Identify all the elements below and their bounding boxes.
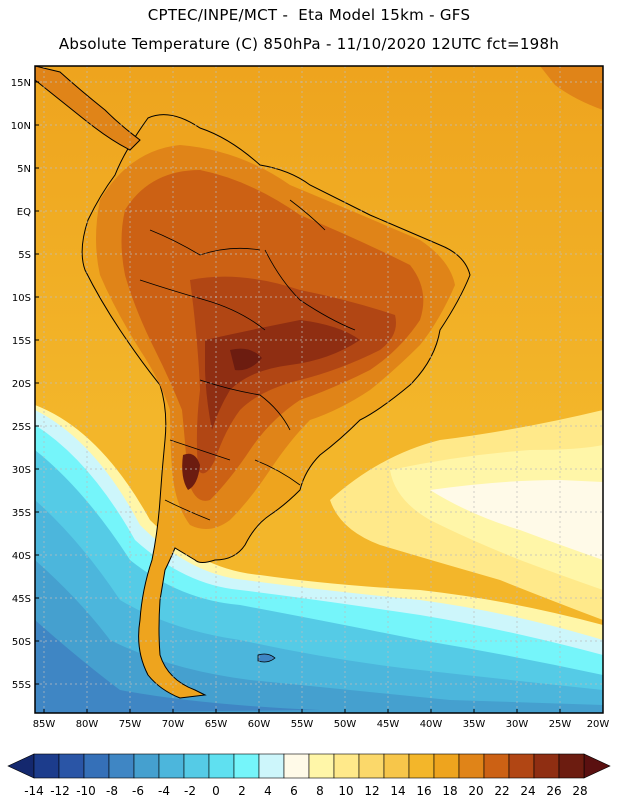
lat-label: 20S: [12, 379, 31, 390]
colorbar-label: 22: [494, 784, 509, 798]
colorbar-label: 8: [316, 784, 324, 798]
longitude-axis: 85W 80W 75W 70W 65W 60W 55W 50W 45W 40W …: [33, 709, 610, 730]
colorbar-label: 10: [338, 784, 353, 798]
lon-label: 25W: [549, 719, 572, 730]
colorbar-label: -12: [50, 784, 70, 798]
lat-label: EQ: [17, 207, 31, 218]
colorbar-label: -8: [106, 784, 118, 798]
colorbar-label: -6: [132, 784, 144, 798]
colorbar-label: 24: [520, 784, 535, 798]
lon-label: 55W: [291, 719, 314, 730]
colorbar-label: 26: [546, 784, 561, 798]
colorbar-swatch: [133, 753, 160, 779]
lat-label: 50S: [12, 637, 31, 648]
lat-label: 5S: [18, 250, 31, 261]
lon-label: 45W: [377, 719, 400, 730]
colorbar-swatch: [508, 753, 535, 779]
map-subtitle: Absolute Temperature (C) 850hPa - 11/10/…: [58, 35, 560, 53]
colorbar-over-arrow: [583, 753, 611, 779]
colorbar-label: 18: [442, 784, 457, 798]
lon-label: 85W: [33, 719, 56, 730]
latitude-axis: 15N 10N 5N EQ 5S 10S 15S 20S 25S 30S 35S…: [11, 78, 39, 691]
colorbar-label: 12: [364, 784, 379, 798]
lat-label: 25S: [12, 422, 31, 433]
colorbar-swatch: [308, 753, 335, 779]
colorbar-under-arrow: [7, 753, 35, 779]
colorbar-swatch: [33, 753, 60, 779]
lon-label: 20W: [587, 719, 610, 730]
colorbar-swatch: [483, 753, 510, 779]
colorbar-swatch: [58, 753, 85, 779]
lon-label: 60W: [248, 719, 271, 730]
temperature-field: [35, 66, 603, 713]
lon-label: 65W: [205, 719, 228, 730]
lat-label: 35S: [12, 508, 31, 519]
map-title: CPTEC/INPE/MCT - Eta Model 15km - GFS: [147, 6, 471, 24]
lon-label: 40W: [420, 719, 443, 730]
lat-label: 10N: [11, 121, 31, 132]
colorbar-swatch: [358, 753, 385, 779]
colorbar-label: -4: [158, 784, 170, 798]
colorbar-label: 20: [468, 784, 483, 798]
lon-label: 75W: [119, 719, 142, 730]
colorbar-swatch: [183, 753, 210, 779]
colorbar-swatch: [458, 753, 485, 779]
colorbar-swatch: [383, 753, 410, 779]
colorbar-swatch: [558, 753, 585, 779]
colorbar-swatch: [408, 753, 435, 779]
colorbar-swatch: [158, 753, 185, 779]
lat-label: 10S: [12, 293, 31, 304]
colorbar-swatch: [533, 753, 560, 779]
lat-label: 55S: [12, 680, 31, 691]
colorbar-label: 4: [264, 784, 272, 798]
colorbar-label: 28: [572, 784, 587, 798]
colorbar-swatch: [283, 753, 310, 779]
colorbar-label: 0: [212, 784, 220, 798]
lon-label: 30W: [506, 719, 529, 730]
lat-label: 45S: [12, 594, 31, 605]
colorbar-swatch: [258, 753, 285, 779]
lat-label: 15S: [12, 336, 31, 347]
colorbar-label: 2: [238, 784, 246, 798]
lon-label: 35W: [463, 719, 486, 730]
colorbar-label: -10: [76, 784, 96, 798]
colorbar-label: -14: [24, 784, 44, 798]
colorbar-label: -2: [184, 784, 196, 798]
map-frame: [34, 65, 604, 714]
colorbar-label: 6: [290, 784, 298, 798]
lat-label: 5N: [17, 164, 31, 175]
colorbar-swatch: [433, 753, 460, 779]
colorbar-label: 16: [416, 784, 431, 798]
colorbar-label: 14: [390, 784, 405, 798]
colorbar-swatch: [108, 753, 135, 779]
lat-label: 40S: [12, 551, 31, 562]
lon-label: 50W: [334, 719, 357, 730]
colorbar: -14 -12 -10 -8 -6 -4 -2 0 2 4 6 8 10 12 …: [7, 753, 611, 798]
lat-label: 15N: [11, 78, 31, 89]
colorbar-swatch: [333, 753, 360, 779]
colorbar-swatch: [83, 753, 110, 779]
colorbar-swatch: [233, 753, 260, 779]
lat-label: 30S: [12, 465, 31, 476]
colorbar-swatch: [208, 753, 235, 779]
lon-label: 70W: [162, 719, 185, 730]
lon-label: 80W: [76, 719, 99, 730]
